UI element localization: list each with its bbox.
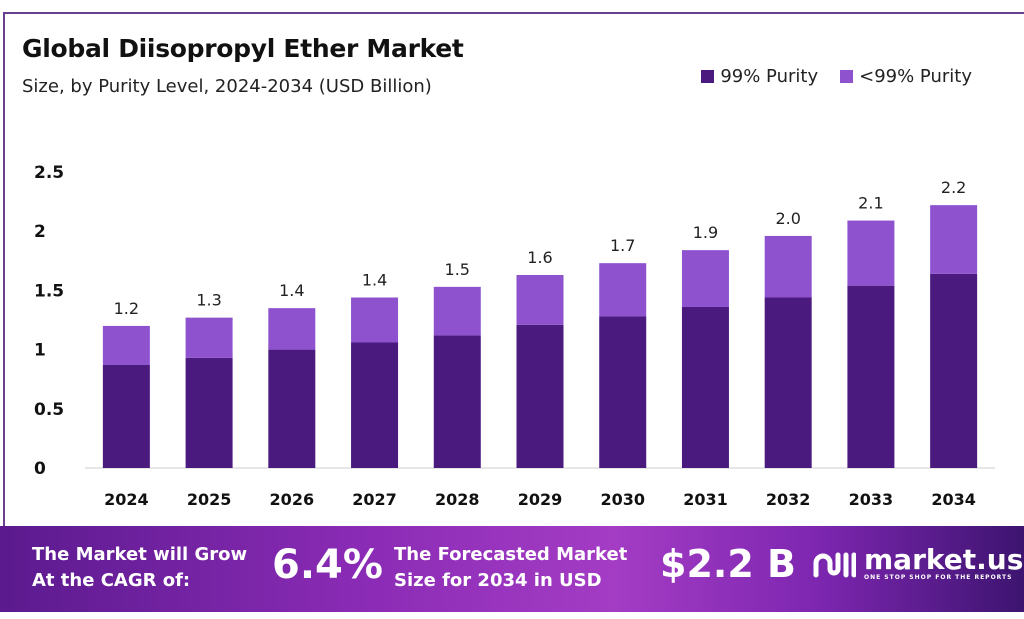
bar-segment-lt99-purity xyxy=(516,275,564,325)
legend-item-99: 99% Purity xyxy=(701,66,818,87)
y-tick-label: 2 xyxy=(34,222,46,242)
bar-total-label: 1.6 xyxy=(527,248,552,267)
y-tick-label: 0.5 xyxy=(34,400,64,420)
bar-segment-lt99-purity xyxy=(847,220,895,286)
bar-segment-lt99-purity xyxy=(930,205,978,274)
y-tick-label: 0 xyxy=(34,459,46,479)
bar-segment-lt99-purity xyxy=(599,263,647,317)
bar-segment-99-purity xyxy=(351,342,399,468)
x-tick-label: 2025 xyxy=(187,490,232,509)
bar-segment-99-purity xyxy=(516,324,564,468)
footer-banner: The Market will Grow At the CAGR of: 6.4%… xyxy=(0,526,1024,612)
x-tick-label: 2032 xyxy=(766,490,811,509)
brand-name: market.us xyxy=(864,543,1024,576)
x-tick-label: 2034 xyxy=(931,490,976,509)
bar-total-label: 2.2 xyxy=(941,178,966,197)
bar-segment-lt99-purity xyxy=(351,297,399,343)
bar-segment-99-purity xyxy=(681,306,729,468)
bar-segment-lt99-purity xyxy=(185,317,233,358)
bar-segment-99-purity xyxy=(930,273,978,468)
market-us-logo: market.us ONE STOP SHOP FOR THE REPORTS xyxy=(812,546,1023,581)
bar-total-label: 1.9 xyxy=(693,223,718,242)
bar-segment-99-purity xyxy=(433,335,481,468)
bar-segment-99-purity xyxy=(102,364,150,468)
x-tick-label: 2028 xyxy=(435,490,480,509)
x-tick-label: 2026 xyxy=(270,490,315,509)
bar-total-label: 1.5 xyxy=(445,260,470,279)
bar-segment-lt99-purity xyxy=(433,286,481,336)
bar-segment-99-purity xyxy=(268,349,316,468)
bar-segment-lt99-purity xyxy=(102,325,150,365)
bar-segment-lt99-purity xyxy=(681,250,729,307)
bar-total-label: 1.7 xyxy=(610,236,635,255)
bar-segment-99-purity xyxy=(185,357,233,468)
bar-segment-99-purity xyxy=(599,316,647,468)
brand-tagline: ONE STOP SHOP FOR THE REPORTS xyxy=(864,574,1013,581)
chart-subtitle: Size, by Purity Level, 2024-2034 (USD Bi… xyxy=(22,76,432,97)
chart-title: Global Diisopropyl Ether Market xyxy=(22,34,464,63)
legend: 99% Purity <99% Purity xyxy=(701,66,972,87)
legend-item-lt99: <99% Purity xyxy=(840,66,972,87)
x-tick-label: 2031 xyxy=(683,490,728,509)
x-tick-label: 2029 xyxy=(518,490,563,509)
x-tick-label: 2033 xyxy=(849,490,894,509)
forecast-label: The Forecasted Market Size for 2034 in US… xyxy=(394,544,628,591)
bar-total-label: 1.3 xyxy=(196,291,221,310)
bar-total-label: 1.4 xyxy=(362,271,387,290)
cagr-value: 6.4% xyxy=(272,542,383,588)
y-tick-label: 1 xyxy=(34,341,46,361)
y-tick-label: 2.5 xyxy=(34,163,64,183)
x-tick-label: 2027 xyxy=(352,490,397,509)
bar-total-label: 2.1 xyxy=(858,194,883,213)
bar-total-label: 1.4 xyxy=(279,281,304,300)
bar-total-label: 2.0 xyxy=(775,209,800,228)
logo-icon xyxy=(813,552,856,577)
bar-segment-lt99-purity xyxy=(268,308,316,350)
bar-segment-99-purity xyxy=(764,297,812,468)
bar-total-label: 1.2 xyxy=(114,299,139,318)
bar-segment-lt99-purity xyxy=(764,235,812,298)
cagr-label: The Market will Grow At the CAGR of: xyxy=(32,544,248,591)
x-tick-label: 2024 xyxy=(104,490,149,509)
x-tick-label: 2030 xyxy=(600,490,645,509)
forecast-value: $2.2 B xyxy=(660,542,796,586)
bar-segment-99-purity xyxy=(847,285,895,468)
legend-swatch xyxy=(840,70,854,83)
bar-chart: 0 0.5 1 1.5 2 2.5 1.2 2024 1.3 2025 1.4 2026 1.4 2027… xyxy=(34,163,995,509)
legend-swatch xyxy=(701,70,715,83)
y-tick-label: 1.5 xyxy=(34,281,64,301)
